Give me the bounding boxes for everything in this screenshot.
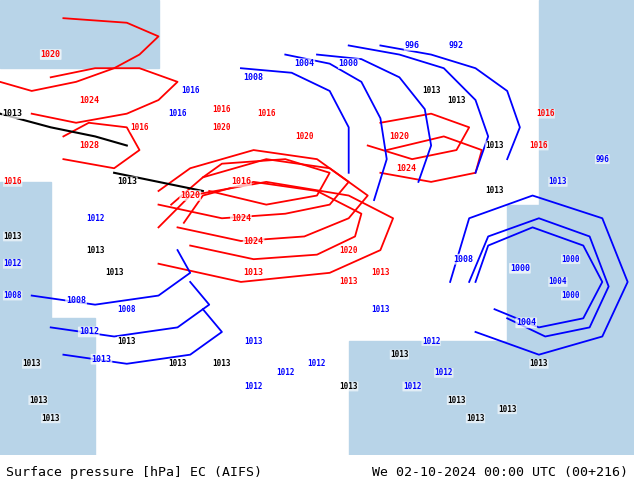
Text: 1016: 1016 — [257, 109, 276, 118]
Text: 1013: 1013 — [339, 277, 358, 287]
Text: 1016: 1016 — [3, 177, 22, 186]
Text: 1013: 1013 — [243, 269, 264, 277]
Text: 1000: 1000 — [561, 291, 580, 300]
Text: 1000: 1000 — [510, 264, 530, 273]
Text: 1000: 1000 — [339, 59, 359, 68]
Text: 996: 996 — [595, 155, 609, 164]
Text: 1013: 1013 — [244, 337, 263, 345]
Text: 1016: 1016 — [536, 109, 555, 118]
Text: 1012: 1012 — [86, 214, 105, 223]
Text: 1013: 1013 — [86, 245, 105, 255]
Text: 1013: 1013 — [371, 269, 390, 277]
Text: 1013: 1013 — [447, 96, 466, 104]
Polygon shape — [349, 341, 634, 455]
Polygon shape — [0, 0, 158, 68]
Text: 1020: 1020 — [212, 123, 231, 132]
Text: 1013: 1013 — [390, 350, 409, 359]
Text: 1024: 1024 — [79, 96, 99, 104]
Text: 1013: 1013 — [3, 109, 23, 118]
Text: 1013: 1013 — [117, 337, 136, 345]
Text: 1013: 1013 — [212, 359, 231, 368]
Text: 1020: 1020 — [295, 132, 314, 141]
Text: 1012: 1012 — [422, 337, 441, 345]
Text: 1013: 1013 — [22, 359, 41, 368]
Text: 1013: 1013 — [29, 395, 48, 405]
Text: 1012: 1012 — [244, 382, 263, 391]
Text: 1013: 1013 — [422, 86, 441, 96]
Text: 996: 996 — [404, 41, 420, 50]
Text: 1024: 1024 — [243, 237, 264, 245]
Text: 1013: 1013 — [466, 414, 485, 423]
Text: 1000: 1000 — [561, 255, 580, 264]
Text: 1012: 1012 — [3, 259, 22, 268]
Text: 992: 992 — [449, 41, 464, 50]
Text: 1016: 1016 — [529, 141, 548, 150]
Text: 1004: 1004 — [548, 277, 567, 287]
Text: 1013: 1013 — [3, 232, 22, 241]
Text: 1013: 1013 — [529, 359, 548, 368]
Text: 1013: 1013 — [447, 395, 466, 405]
Text: 1016: 1016 — [181, 86, 200, 96]
Text: 1013: 1013 — [168, 359, 187, 368]
Text: 1013: 1013 — [371, 305, 390, 314]
Text: Surface pressure [hPa] EC (AIFS): Surface pressure [hPa] EC (AIFS) — [6, 466, 262, 479]
Text: 1028: 1028 — [79, 141, 99, 150]
Text: 1008: 1008 — [243, 73, 264, 82]
Text: 1024: 1024 — [396, 164, 416, 173]
Text: 1008: 1008 — [453, 255, 473, 264]
Text: 1020: 1020 — [339, 245, 358, 255]
Text: 1004: 1004 — [516, 318, 536, 327]
Text: 1012: 1012 — [403, 382, 422, 391]
Text: 1020: 1020 — [389, 132, 410, 141]
Text: We 02-10-2024 00:00 UTC (00+216): We 02-10-2024 00:00 UTC (00+216) — [372, 466, 628, 479]
Text: 1008: 1008 — [117, 305, 136, 314]
Text: 1012: 1012 — [307, 359, 327, 368]
Polygon shape — [507, 205, 634, 341]
Text: 1012: 1012 — [79, 327, 99, 337]
Text: 1024: 1024 — [231, 214, 251, 223]
Text: 1012: 1012 — [434, 368, 453, 377]
Polygon shape — [539, 0, 634, 205]
Text: 1013: 1013 — [339, 382, 358, 391]
Text: 1013: 1013 — [498, 405, 517, 414]
Text: 1004: 1004 — [294, 59, 314, 68]
Polygon shape — [0, 182, 51, 318]
Text: 1013: 1013 — [548, 177, 567, 186]
Text: 1016: 1016 — [130, 123, 149, 132]
Text: 1013: 1013 — [485, 187, 504, 196]
Text: 1016: 1016 — [168, 109, 187, 118]
Text: 1020: 1020 — [180, 191, 200, 200]
Text: 1020: 1020 — [41, 50, 61, 59]
Text: 1013: 1013 — [117, 177, 137, 186]
Polygon shape — [0, 318, 95, 455]
Text: 1008: 1008 — [3, 291, 22, 300]
Text: 1016: 1016 — [231, 177, 251, 186]
Text: 1013: 1013 — [485, 141, 504, 150]
Text: 1016: 1016 — [212, 105, 231, 114]
Text: 1013: 1013 — [91, 355, 112, 364]
Text: 1012: 1012 — [276, 368, 295, 377]
Text: 1008: 1008 — [66, 295, 86, 305]
Text: 1013: 1013 — [41, 414, 60, 423]
Text: 1013: 1013 — [105, 269, 124, 277]
